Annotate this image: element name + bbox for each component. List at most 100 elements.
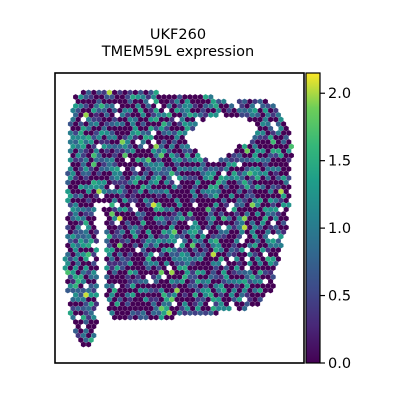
spot: [223, 157, 229, 163]
spot: [195, 251, 201, 258]
spot: [242, 161, 248, 168]
spot: [130, 229, 136, 235]
spot: [242, 206, 248, 213]
spot: [208, 238, 214, 244]
spot: [138, 233, 144, 240]
spot: [130, 121, 136, 127]
spot: [127, 188, 133, 195]
spot: [286, 130, 292, 136]
spot: [143, 179, 149, 186]
spot: [83, 130, 89, 136]
spot: [242, 224, 248, 231]
spot: [78, 247, 84, 253]
spot: [255, 238, 261, 244]
spot: [169, 305, 175, 312]
spot: [208, 184, 214, 190]
spot: [91, 134, 97, 141]
spot: [161, 103, 167, 109]
spot: [130, 274, 136, 280]
spot: [122, 98, 128, 105]
spot: [171, 211, 177, 217]
spot: [179, 143, 185, 150]
spot: [106, 188, 112, 195]
spot: [86, 233, 92, 240]
spot: [182, 94, 188, 100]
spot: [229, 265, 235, 271]
colorbar-tick-label: 0.5: [328, 289, 351, 305]
spot: [184, 242, 190, 249]
spot: [153, 215, 159, 222]
spot: [216, 260, 222, 267]
spot: [278, 143, 284, 150]
spot: [190, 278, 196, 285]
spot: [192, 148, 198, 154]
spot: [177, 247, 183, 253]
spot: [208, 310, 214, 316]
spot: [234, 211, 240, 217]
spot: [265, 229, 271, 235]
spot: [101, 179, 107, 186]
spot: [127, 107, 133, 114]
spot: [262, 116, 268, 123]
spot: [119, 130, 125, 136]
spot: [148, 287, 154, 294]
spot: [239, 211, 245, 217]
spot: [91, 206, 97, 213]
spot: [96, 170, 102, 177]
spot: [184, 233, 190, 240]
spot: [278, 197, 284, 204]
spot: [109, 274, 115, 280]
spot: [93, 265, 99, 271]
spot: [229, 193, 235, 199]
spot: [192, 175, 198, 181]
spot: [88, 292, 94, 298]
spot: [86, 170, 92, 177]
spot: [67, 175, 73, 181]
spot: [148, 179, 154, 186]
spot: [161, 148, 167, 154]
spot: [177, 139, 183, 145]
spot: [153, 269, 159, 276]
spot: [104, 274, 110, 280]
spot: [252, 116, 258, 123]
spot: [153, 89, 159, 96]
spot: [101, 89, 107, 96]
spot: [161, 112, 167, 118]
spot: [231, 287, 237, 294]
spot: [75, 152, 81, 159]
spot: [132, 251, 138, 258]
spot: [179, 116, 185, 123]
spot: [231, 269, 237, 276]
spot: [67, 229, 73, 235]
spot: [80, 296, 86, 303]
spot: [127, 89, 133, 96]
spot: [184, 215, 190, 222]
spot: [112, 314, 118, 321]
spot: [257, 215, 263, 222]
spot: [260, 283, 266, 289]
spot: [130, 220, 136, 226]
spot: [112, 242, 118, 249]
spot: [210, 107, 216, 114]
spot: [205, 242, 211, 249]
spot: [265, 247, 271, 253]
spot: [135, 193, 141, 199]
spot: [75, 143, 81, 150]
spot: [239, 265, 245, 271]
spot: [260, 175, 266, 181]
spot: [190, 170, 196, 177]
spot: [101, 206, 107, 213]
spot: [83, 301, 89, 307]
spot: [164, 125, 170, 132]
spot: [101, 134, 107, 141]
spot: [138, 242, 144, 249]
spot: [140, 247, 146, 253]
spot: [83, 238, 89, 244]
spot: [249, 238, 255, 244]
spot: [231, 215, 237, 222]
spot: [109, 166, 115, 172]
spot: [177, 220, 183, 226]
spot: [252, 278, 258, 285]
spot: [88, 157, 94, 163]
spot: [190, 296, 196, 303]
